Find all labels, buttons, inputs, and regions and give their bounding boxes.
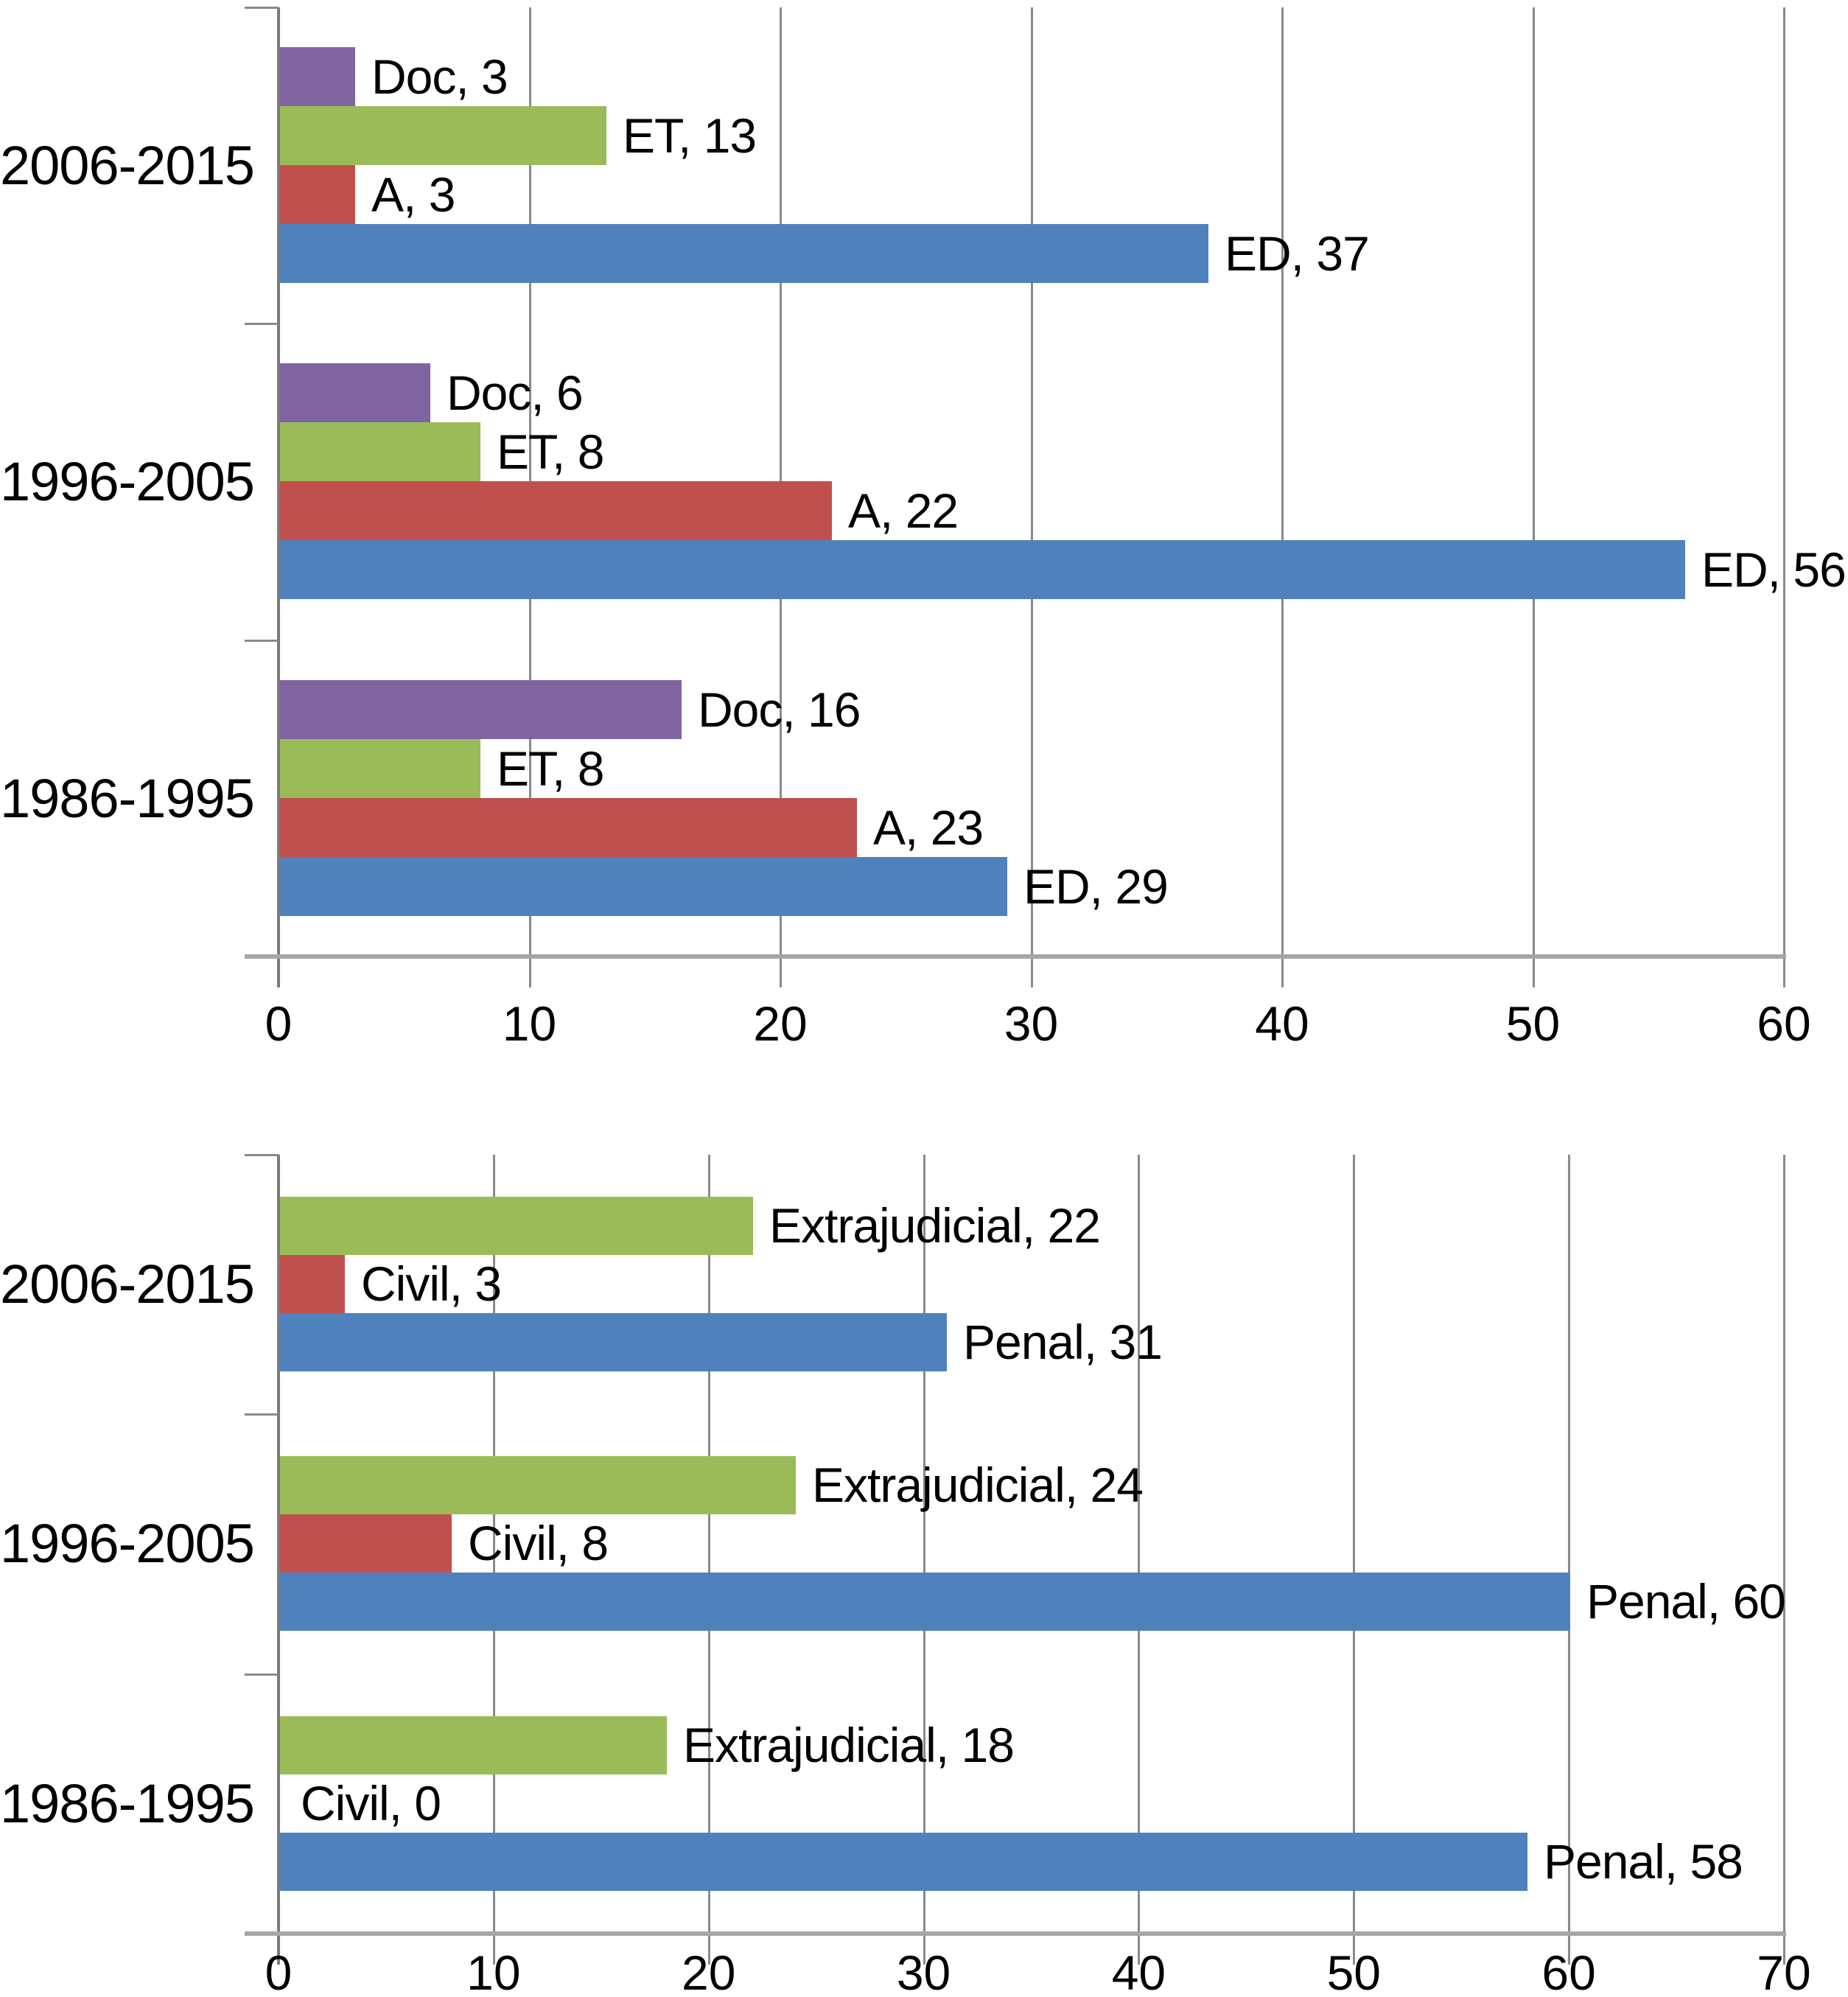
data-label-Extrajudicial-1996-2005: Extrajudicial, 24 — [812, 1458, 1144, 1512]
bar-Extrajudicial-2006-2015 — [280, 1197, 753, 1255]
data-label-A-1986-1995: A, 23 — [873, 800, 984, 855]
data-label-Civil-2006-2015: Civil, 3 — [361, 1256, 502, 1311]
category-label-2006-2015: 2006-2015 — [0, 1253, 255, 1315]
gridline-50 — [1353, 1155, 1356, 1965]
data-label-Doc-2006-2015: Doc, 3 — [371, 49, 508, 104]
data-label-Penal-2006-2015: Penal, 31 — [963, 1315, 1163, 1369]
data-label-Doc-1996-2005: Doc, 6 — [447, 366, 584, 420]
x-tick-label-20: 20 — [681, 1945, 736, 1997]
data-label-Penal-1996-2005: Penal, 60 — [1586, 1574, 1786, 1629]
bar-ED-1996-2005 — [280, 540, 1685, 599]
bar-ET-1996-2005 — [280, 422, 480, 481]
x-tick-label-60: 60 — [1757, 996, 1811, 1051]
data-label-Doc-1986-1995: Doc, 16 — [698, 682, 861, 737]
value-axis-line — [277, 7, 280, 987]
category-label-1986-1995: 1986-1995 — [0, 1773, 255, 1834]
bar-Civil-2006-2015 — [280, 1255, 345, 1313]
data-label-Civil-1996-2005: Civil, 8 — [468, 1516, 609, 1570]
data-label-Extrajudicial-2006-2015: Extrajudicial, 22 — [769, 1198, 1101, 1253]
data-label-A-2006-2015: A, 3 — [371, 167, 455, 222]
gridline-20 — [707, 1155, 710, 1965]
category-axis-tick — [245, 323, 279, 325]
gridline-60 — [1568, 1155, 1571, 1965]
x-tick-label-0: 0 — [265, 1945, 293, 1997]
bar-Extrajudicial-1986-1995 — [280, 1716, 667, 1774]
gridline-40 — [1281, 7, 1284, 987]
x-tick-label-30: 30 — [1004, 996, 1059, 1051]
gridline-70 — [1783, 1155, 1785, 1965]
data-label-ED-2006-2015: ED, 37 — [1225, 226, 1370, 281]
category-axis-tick — [245, 640, 279, 642]
category-label-1996-2005: 1996-2005 — [0, 1513, 255, 1574]
category-axis-tick — [245, 1674, 279, 1676]
category-axis-tick — [245, 7, 279, 9]
data-label-ED-1996-2005: ED, 56 — [1701, 542, 1847, 597]
category-label-1996-2005: 1996-2005 — [0, 451, 255, 512]
x-tick-label-40: 40 — [1111, 1945, 1166, 1997]
data-label-ET-2006-2015: ET, 13 — [623, 108, 757, 163]
category-label-1986-1995: 1986-1995 — [0, 768, 255, 829]
gridline-40 — [1138, 1155, 1141, 1965]
x-tick-label-30: 30 — [896, 1945, 951, 1997]
bar-Doc-1996-2005 — [280, 363, 430, 422]
x-tick-label-70: 70 — [1757, 1945, 1811, 1997]
bar-Extrajudicial-1996-2005 — [280, 1456, 796, 1514]
x-tick-label-20: 20 — [753, 996, 808, 1051]
gridline-60 — [1783, 7, 1785, 987]
data-label-ET-1996-2005: ET, 8 — [497, 424, 604, 479]
bar-ED-2006-2015 — [280, 224, 1208, 283]
x-tick-label-40: 40 — [1255, 996, 1309, 1051]
data-label-Civil-1986-1995: Civil, 0 — [301, 1776, 441, 1830]
data-label-ED-1986-1995: ED, 29 — [1023, 859, 1169, 914]
bar-Doc-2006-2015 — [280, 47, 355, 106]
x-tick-label-50: 50 — [1505, 996, 1561, 1051]
category-label-2006-2015: 2006-2015 — [0, 135, 255, 196]
category-axis-line — [245, 1931, 1786, 1936]
bar-A-1996-2005 — [280, 481, 832, 540]
gridline-30 — [923, 1155, 925, 1965]
bar-Penal-1996-2005 — [280, 1573, 1570, 1631]
bar-ED-1986-1995 — [280, 857, 1007, 916]
gridline-50 — [1532, 7, 1535, 987]
bar-A-2006-2015 — [280, 165, 355, 224]
x-tick-label-60: 60 — [1541, 1945, 1596, 1997]
category-axis-line — [245, 954, 1786, 959]
gridline-30 — [1030, 7, 1033, 987]
bar-ET-1986-1995 — [280, 739, 480, 798]
data-label-Extrajudicial-1986-1995: Extrajudicial, 18 — [683, 1718, 1015, 1772]
data-label-ET-1986-1995: ET, 8 — [497, 741, 604, 796]
value-axis-line — [277, 1155, 280, 1965]
x-tick-label-10: 10 — [502, 996, 557, 1051]
bar-A-1986-1995 — [280, 798, 857, 857]
bar-ET-2006-2015 — [280, 106, 606, 165]
data-label-A-1996-2005: A, 22 — [848, 483, 959, 538]
x-tick-label-50: 50 — [1326, 1945, 1381, 1997]
data-label-Penal-1986-1995: Penal, 58 — [1544, 1834, 1743, 1889]
bar-Doc-1986-1995 — [280, 680, 682, 739]
category-axis-tick — [245, 1413, 279, 1416]
category-axis-tick — [245, 1154, 279, 1156]
bar-Penal-2006-2015 — [280, 1313, 947, 1371]
x-tick-label-10: 10 — [466, 1945, 521, 1997]
bar-Civil-1996-2005 — [280, 1514, 452, 1573]
gridline-10 — [492, 1155, 495, 1965]
bar-Penal-1986-1995 — [280, 1833, 1527, 1891]
x-tick-label-0: 0 — [265, 996, 293, 1051]
